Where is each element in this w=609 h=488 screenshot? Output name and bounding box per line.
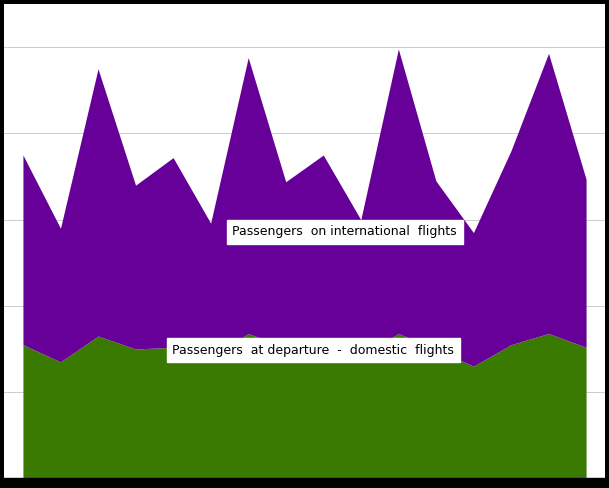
Text: Passengers  on international  flights: Passengers on international flights: [233, 225, 457, 238]
Text: Passengers  at departure  -  domestic  flights: Passengers at departure - domestic fligh…: [172, 344, 454, 357]
